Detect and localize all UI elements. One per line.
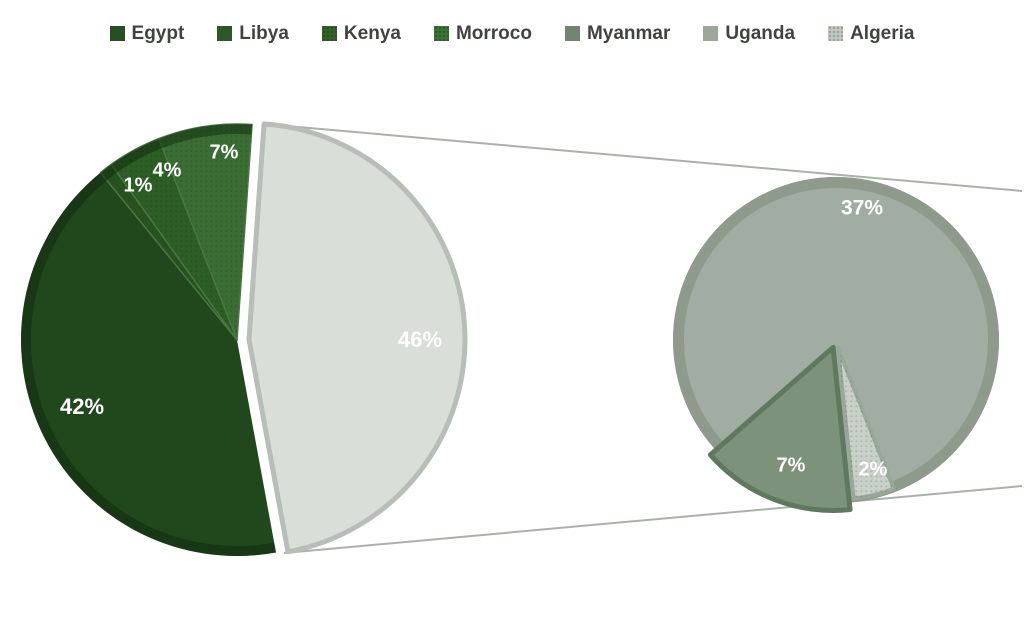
legend-label-uganda: Uganda [725, 23, 796, 44]
legend-label-egypt: Egypt [131, 23, 185, 44]
legend-item-uganda: Uganda [703, 24, 795, 43]
legend-swatch-myanmar-icon [564, 26, 580, 41]
legend-item-algeria: Algeria [828, 24, 914, 43]
legend-swatch-uganda-icon [703, 26, 719, 41]
connector-lines [263, 123, 1023, 554]
legend-label-myanmar: Myanmar [586, 23, 671, 44]
pie-slice-algeria-secondary-texture [837, 347, 894, 499]
data-label-algeria-secondary: 2% [859, 458, 888, 480]
legend-item-myanmar: Myanmar [564, 23, 671, 44]
data-label-libya: 1% [124, 174, 153, 196]
pie-slice-kenya-texture [111, 138, 237, 340]
pie-layer [20, 121, 999, 556]
pie-slice-egypt [20, 172, 276, 556]
pie-slice-myanmar-secondary [684, 188, 988, 481]
pie-slice-morroco-texture [158, 124, 253, 340]
data-label-kenya: 4% [153, 159, 182, 181]
legend-item-libya: Libya [217, 24, 289, 43]
connector-line-top [263, 123, 1023, 192]
pie-slice-other [246, 121, 468, 555]
legend-label-morroco: Morroco [455, 23, 532, 44]
legend-swatch-kenya-icon [321, 26, 337, 41]
data-label-myanmar-secondary: 37% [841, 197, 883, 220]
legend-label-libya: Libya [239, 23, 289, 44]
chart-legend: Egypt Libya Kenya Morroco Myanmar Uganda Alger… [0, 24, 1024, 43]
legend-item-morroco: Morroco [433, 23, 532, 44]
legend-label-algeria: Algeria [850, 23, 915, 44]
data-label-other: 46% [398, 327, 442, 352]
legend-item-egypt: Egypt [109, 23, 185, 44]
legend-swatch-libya-icon [217, 26, 233, 41]
connector-line-bottom [283, 485, 1023, 554]
pie-slice-uganda-secondary [707, 344, 853, 513]
legend-item-kenya: Kenya [321, 23, 401, 44]
data-label-morroco: 7% [210, 141, 239, 163]
legend-swatch-morroco-icon [433, 26, 449, 41]
data-label-egypt: 42% [60, 394, 104, 419]
data-label-uganda-secondary: 7% [777, 454, 806, 476]
legend-swatch-algeria-icon [828, 26, 844, 41]
data-labels: 42% 1%4% 7% 46% 37% 2% 7% [60, 141, 888, 480]
legend-swatch-egypt-icon [109, 26, 125, 41]
legend-label-kenya: Kenya [343, 23, 401, 44]
primary-pie-rim [21, 124, 276, 556]
